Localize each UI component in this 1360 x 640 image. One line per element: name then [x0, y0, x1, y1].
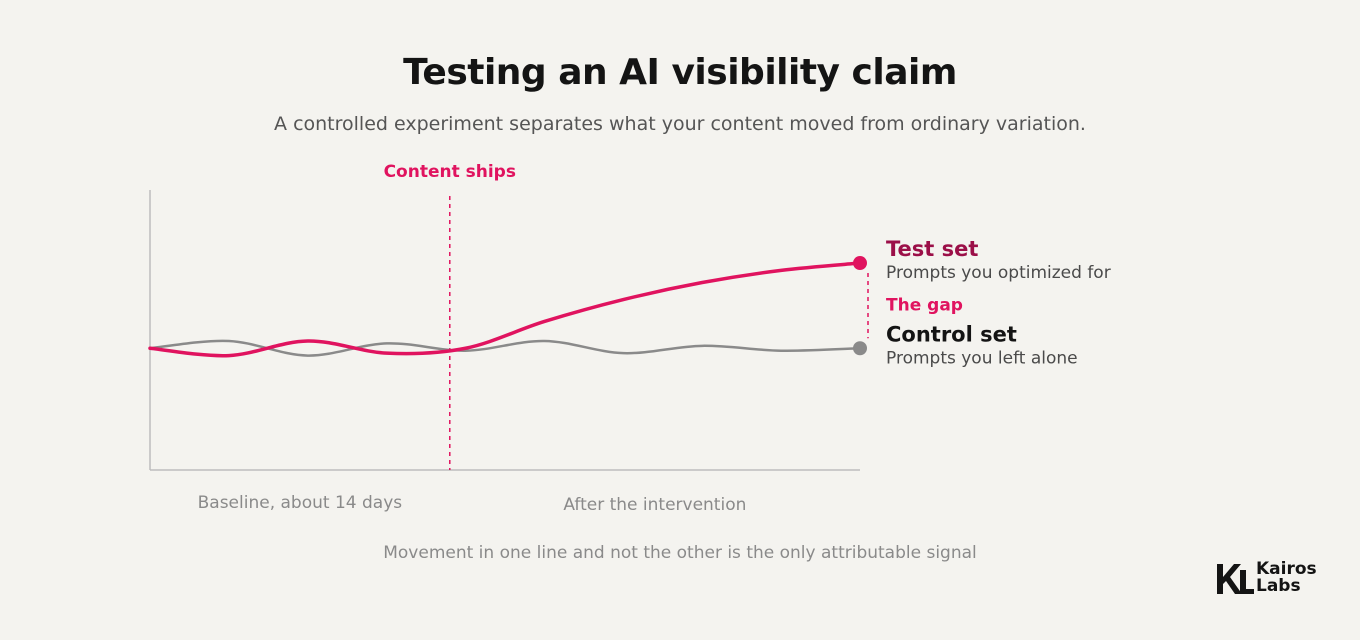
brand-line-1: Kairos [1256, 559, 1317, 579]
kl-monogram-icon [1217, 564, 1254, 594]
brand-logo: Kairos Labs [1214, 560, 1324, 600]
series-desc-test: Prompts you optimized for [886, 263, 1111, 283]
series-label-control: Control set [886, 322, 1017, 346]
phase-label-baseline: Baseline, about 14 days [198, 493, 403, 513]
series-label-test: Test set [886, 237, 978, 261]
chart-title: Testing an AI visibility claim [403, 52, 957, 93]
series-desc-control: Prompts you left alone [886, 348, 1078, 368]
chart-footnote: Movement in one line and not the other i… [383, 543, 977, 563]
brand-line-2: Labs [1256, 576, 1301, 596]
series-line-test [148, 261, 862, 358]
brand-name: Kairos Labs [1256, 561, 1317, 595]
series-endpoint-control [853, 341, 867, 356]
chart-subtitle: A controlled experiment separates what y… [274, 113, 1086, 135]
phase-label-after: After the intervention [563, 495, 746, 515]
series-line-control [148, 339, 862, 357]
series-endpoint-test [853, 256, 867, 271]
gap-label: The gap [886, 296, 963, 316]
event-label: Content ships [384, 162, 516, 182]
